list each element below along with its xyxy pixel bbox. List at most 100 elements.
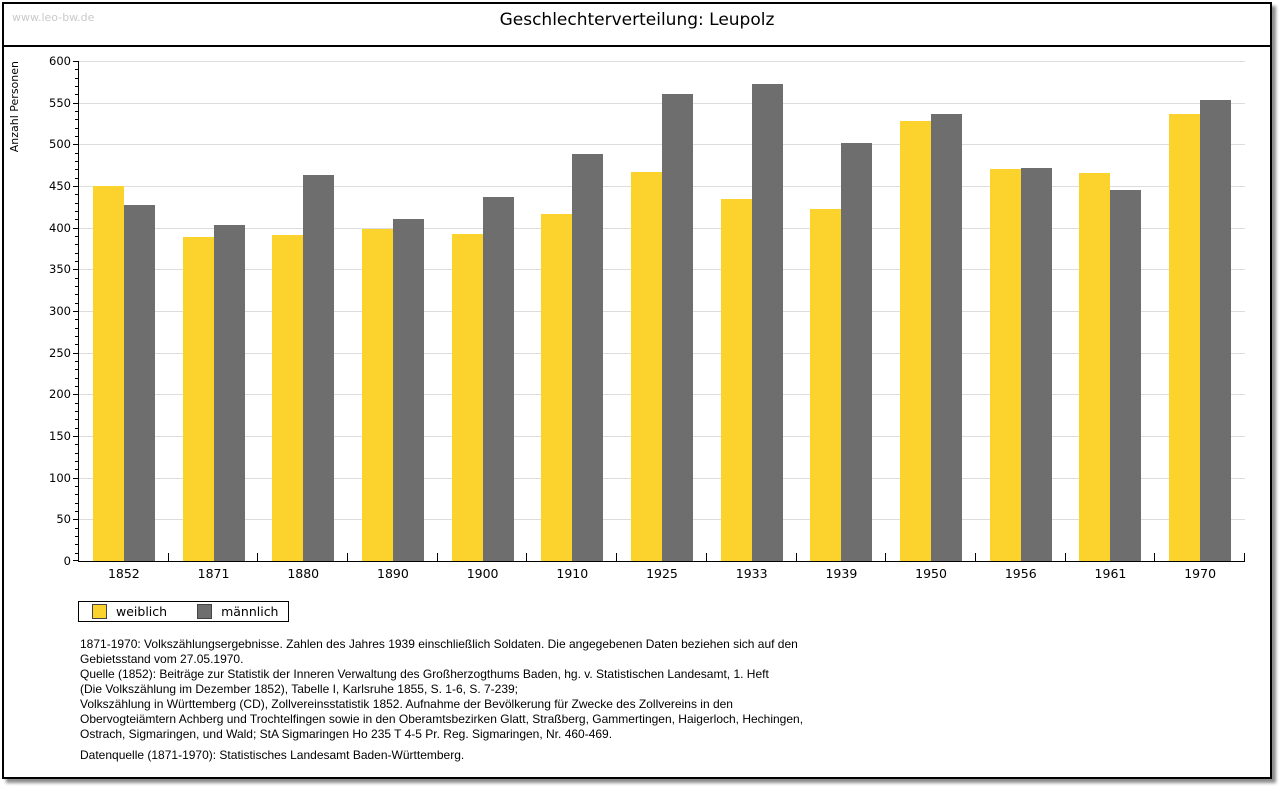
bar-group-1852 [79,61,169,561]
y-tick-label: 550 [49,95,71,110]
y-tick-label: 0 [63,554,71,568]
männlich-bar-1880 [303,175,335,561]
y-minor-tick [75,461,79,462]
bar-group-1925 [617,61,707,561]
y-tick-label: 250 [49,345,71,360]
y-tick-450 [73,186,79,187]
y-minor-tick [75,194,79,196]
y-minor-tick [75,261,79,262]
y-minor-tick [75,494,79,496]
page-title: Geschlechterverteilung: Leupolz [499,10,775,30]
bar-group-1900 [438,61,528,561]
bar-group-1871 [169,61,259,561]
x-tick-label-1925: 1925 [646,566,678,581]
x-axis-tick [257,553,259,561]
y-minor-tick [75,202,79,204]
y-tick-50 [73,519,79,521]
männlich-bar-1900 [482,196,514,561]
weiblich-bar-1900 [451,234,483,561]
y-minor-tick [75,252,79,254]
y-minor-tick [75,127,79,129]
y-minor-tick [75,119,79,121]
x-tick-label-1900: 1900 [466,566,499,581]
y-tick-label: 300 [49,304,71,318]
x-tick-label-1956: 1956 [1004,566,1037,581]
y-tick-label: 100 [49,470,71,485]
y-tick-150 [73,436,79,437]
bar-group-1939 [797,61,887,561]
plot-area: 0 50 100 150 200 250 300 350 400 450 500 550 600 1852… [49,54,1245,581]
y-minor-tick [75,161,79,162]
gridline-600 [79,61,1245,62]
weiblich-bar-1910 [541,213,573,561]
x-axis-tick [526,553,528,561]
legend-label: männlich [221,604,279,619]
männlich-bar-1956 [1020,167,1052,561]
y-minor-tick [75,336,79,337]
y-minor-tick [75,386,79,387]
y-minor-tick [75,177,79,179]
y-tick-200 [73,394,79,396]
y-minor-tick [75,286,79,287]
legend-box: weiblich männlich [78,601,289,622]
datasource-note: Datenquelle (1871-1970): Statistisches L… [80,748,465,762]
y-minor-tick [75,211,79,212]
bar-group-1950 [886,61,976,561]
y-minor-tick [75,552,79,554]
y-tick-label: 350 [49,262,71,277]
y-minor-tick [75,369,79,371]
source-note-line: Gebietsstand vom 27.05.1970. [80,652,244,666]
weiblich-bar-1950 [900,121,932,561]
y-tick-400 [73,227,79,229]
y-minor-tick [75,236,79,237]
watermark-leo-bw: www.leo-bw.de [12,11,95,24]
x-axis-tick [705,553,707,561]
x-axis-tick [795,553,797,561]
x-tick-label-1950: 1950 [915,566,947,581]
x-tick-label-1852: 1852 [107,566,140,581]
männlich-bar-1910 [572,153,604,561]
weiblich-bar-1933 [720,199,752,561]
y-minor-tick [75,94,79,96]
x-axis-tick [167,553,169,561]
bar-group-1970 [1155,61,1245,561]
x-axis-tick [616,553,618,561]
y-minor-tick [75,69,79,71]
y-tick-550 [73,102,79,104]
y-minor-tick [75,327,79,329]
männlich-bar-1939 [841,142,873,561]
legend-label: weiblich [116,604,168,619]
y-tick-label: 150 [49,429,71,443]
source-note-line: Ostrach, Sigmaringen, und Wald; StA Sigm… [80,727,613,741]
männlich-bar-1970 [1200,100,1232,561]
weiblich-bar-1871 [182,236,214,561]
männlich-bar-1933 [751,83,783,561]
y-minor-tick [75,511,79,512]
y-minor-tick [75,77,79,79]
x-axis-tick [885,553,887,561]
y-minor-tick [75,536,79,537]
x-axis-tick [1154,553,1156,561]
y-tick-label: 200 [49,387,71,402]
männlich-bar-1950 [931,113,963,561]
x-tick-label-1910: 1910 [556,566,589,581]
bar-group-1933 [707,61,797,561]
x-axis-tick [1244,553,1245,561]
y-minor-tick [75,111,79,112]
y-tick-300 [73,311,79,312]
y-minor-tick [75,169,79,171]
source-note-line: 1871-1970: Volkszählungsergebnisse. Zahl… [80,637,798,651]
x-axis-tick [436,553,438,561]
x-tick-label-1970: 1970 [1184,566,1217,581]
y-minor-tick [75,427,79,429]
y-tick-label: 450 [49,179,71,193]
x-tick-label-1880: 1880 [287,566,320,581]
y-minor-tick [75,361,79,362]
footer-notes: 1871-1970: Volkszählungsergebnisse. Zahl… [80,637,1230,763]
y-minor-tick [75,86,79,87]
y-tick-500 [73,144,79,146]
x-axis-tick [974,553,976,561]
legend-item-weiblich: weiblich [92,604,167,619]
y-tick-250 [73,352,79,354]
männlich-bar-1871 [213,225,245,561]
